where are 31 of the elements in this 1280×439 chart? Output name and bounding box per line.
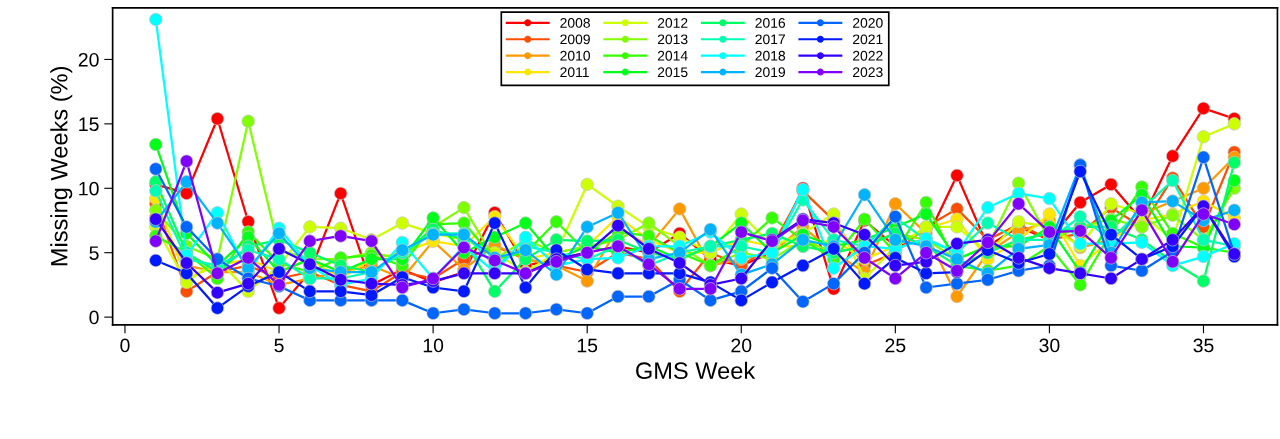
legend-label: 2016: [755, 17, 786, 28]
x-tick-label: 25: [885, 338, 906, 353]
x-tick-label: 5: [274, 338, 284, 353]
legend-label: 2015: [657, 67, 688, 78]
y-tick-label: 0: [89, 310, 99, 325]
legend-label: 2019: [755, 67, 785, 78]
legend-label: 2011: [560, 67, 589, 78]
legend-label: 2010: [560, 50, 590, 61]
legend-label: 2017: [755, 34, 785, 45]
x-axis-title: GMS Week: [636, 361, 756, 380]
legend-label: 2009: [560, 34, 590, 45]
legend-label: 2014: [657, 50, 688, 61]
x-tick-label: 35: [1193, 338, 1214, 353]
x-tick-label: 10: [423, 338, 444, 353]
y-tick-label: 20: [78, 52, 99, 67]
y-axis-title: Missing Weeks (%): [50, 67, 73, 266]
legend-label: 2012: [657, 17, 688, 28]
legend-label: 2023: [853, 67, 883, 78]
x-tick-label: 20: [731, 338, 752, 353]
legend-label: 2022: [853, 50, 883, 61]
y-tick-label: 10: [79, 181, 99, 196]
legend-label: 2021: [853, 34, 883, 45]
legend-label: 2018: [755, 50, 786, 61]
legend-label: 2013: [657, 34, 688, 45]
legend-label: 2020: [853, 17, 883, 28]
x-tick-label: 15: [577, 338, 598, 353]
x-tick-label: 30: [1039, 338, 1060, 353]
y-tick-label: 5: [89, 246, 99, 260]
legend-label: 2008: [560, 17, 590, 28]
x-tick-label: 0: [120, 338, 130, 353]
y-tick-label: 15: [79, 117, 99, 132]
